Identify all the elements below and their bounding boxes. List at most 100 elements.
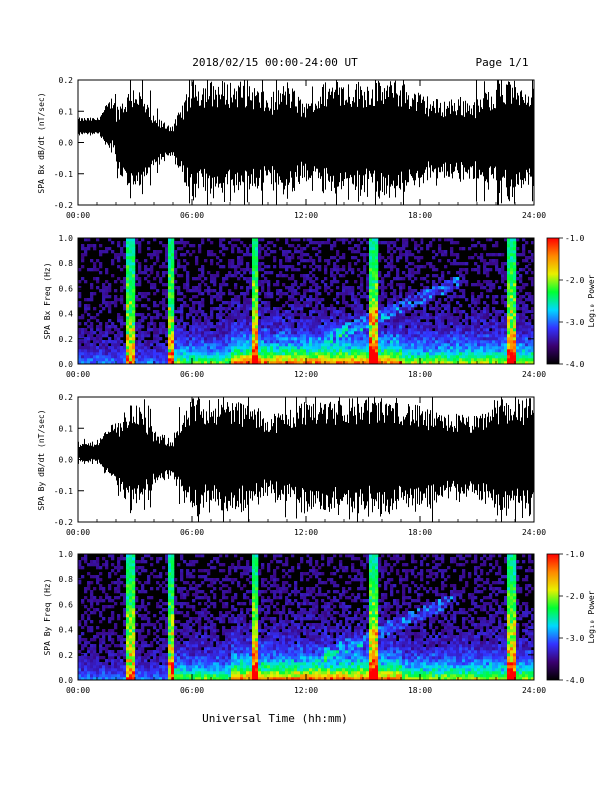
spectrogram-cell — [183, 328, 187, 332]
spectrogram-cell — [372, 358, 376, 362]
spectrogram-cell — [132, 665, 136, 669]
spectrogram-cell — [462, 319, 466, 323]
spectrogram-cell — [291, 352, 295, 356]
spectrogram-cell — [417, 301, 421, 305]
spectrogram-cell — [345, 325, 349, 329]
spectrogram-cell — [114, 295, 118, 299]
spectrogram-cell — [459, 334, 463, 338]
spectrogram-cell — [132, 587, 136, 591]
spectrogram-cell — [78, 581, 82, 585]
spectrogram-cell — [147, 343, 151, 347]
spectrogram-cell — [297, 304, 301, 308]
spectrogram-cell — [267, 247, 271, 251]
spectrogram-cell — [219, 358, 223, 362]
spectrogram-cell — [432, 289, 436, 293]
spectrogram-cell — [93, 316, 97, 320]
spectrogram-cell — [135, 304, 139, 308]
spectrogram-cell — [285, 346, 289, 350]
spectrogram-cell — [456, 262, 460, 266]
spectrogram-cell — [156, 313, 160, 317]
spectrogram-cell — [471, 325, 475, 329]
spectrogram-cell — [450, 253, 454, 257]
spectrogram-cell — [165, 289, 169, 293]
panel-by-waveform: 0.20.10.0-0.1-0.2 00:00 06:00 12:00 18:00 24… — [37, 393, 546, 537]
spectrogram-cell — [225, 319, 229, 323]
spectrogram-cell — [237, 343, 241, 347]
spectrogram-cell — [108, 325, 112, 329]
spectrogram-cell — [489, 289, 493, 293]
spectrogram-cell — [354, 313, 358, 317]
spectrogram-cell — [99, 244, 103, 248]
spectrogram-cell — [258, 352, 262, 356]
spectrogram-cell — [492, 349, 496, 353]
spectrogram-cell — [480, 316, 484, 320]
spectrogram-cell — [204, 340, 208, 344]
spectrogram-cell — [375, 259, 379, 263]
spectrogram-cell — [477, 331, 481, 335]
spectrogram-cell — [525, 304, 529, 308]
spectrogram-cell — [486, 358, 490, 362]
spectrogram-cell — [141, 602, 145, 606]
spectrogram-cell — [357, 349, 361, 353]
spectrogram-cell — [372, 253, 376, 257]
spectrogram-cell — [303, 253, 307, 257]
spectrogram-cell — [300, 274, 304, 278]
spectrogram-cell — [81, 361, 85, 365]
spectrogram-cell — [78, 322, 82, 326]
spectrogram-cell — [387, 283, 391, 287]
spectrogram-cell — [99, 566, 103, 570]
spectrogram-cell — [318, 331, 322, 335]
spectrogram-cell — [480, 295, 484, 299]
spectrogram-cell — [303, 325, 307, 329]
spectrogram-cell — [129, 587, 133, 591]
spectrogram-cell — [222, 322, 226, 326]
spectrogram-cell — [117, 259, 121, 263]
spectrogram-cell — [312, 322, 316, 326]
spectrogram-cell — [414, 328, 418, 332]
spectrogram-cell — [90, 647, 94, 651]
spectrogram-cell — [165, 244, 169, 248]
spectrogram-cell — [447, 355, 451, 359]
spectrogram-cell — [468, 247, 472, 251]
spectrogram-cell — [114, 298, 118, 302]
spectrogram-cell — [255, 343, 259, 347]
spectrogram-cell — [345, 349, 349, 353]
spectrogram-cell — [135, 641, 139, 645]
spectrogram-cell — [396, 352, 400, 356]
spectrogram-cell — [342, 268, 346, 272]
spectrogram-cell — [399, 295, 403, 299]
spectrogram-cell — [327, 343, 331, 347]
spectrogram-cell — [447, 271, 451, 275]
spectrogram-cell — [222, 352, 226, 356]
spectrogram-cell — [429, 355, 433, 359]
spectrogram-cell — [501, 271, 505, 275]
spectrogram-cell — [279, 316, 283, 320]
spectrogram-cell — [264, 253, 268, 257]
spectrogram-cell — [531, 256, 535, 260]
spectrogram-cell — [291, 286, 295, 290]
spectrogram-cell — [255, 250, 259, 254]
spectrogram-cell — [369, 331, 373, 335]
spectrogram-cell — [462, 349, 466, 353]
spectrogram-cell — [519, 334, 523, 338]
spectrogram-cell — [378, 295, 382, 299]
spectrogram-cell — [486, 295, 490, 299]
spectrogram-cell — [78, 328, 82, 332]
spectrogram-cell — [132, 361, 136, 365]
spectrogram-cell — [381, 340, 385, 344]
spectrogram-cell — [393, 295, 397, 299]
spectrogram-cell — [402, 277, 406, 281]
spectrogram-cell — [132, 280, 136, 284]
spectrogram-cell — [333, 355, 337, 359]
spectrogram-cell — [198, 304, 202, 308]
spectrogram-cell — [129, 599, 133, 603]
spectrogram-cell — [90, 560, 94, 564]
spectrogram-cell — [129, 310, 133, 314]
spectrogram-cell — [90, 346, 94, 350]
spectrogram-cell — [141, 677, 145, 681]
spectrogram-cell — [84, 557, 88, 561]
spectrogram-cell — [396, 361, 400, 365]
spectrogram-cell — [213, 331, 217, 335]
spectrogram-cell — [120, 635, 124, 639]
spectrogram-cell — [78, 343, 82, 347]
